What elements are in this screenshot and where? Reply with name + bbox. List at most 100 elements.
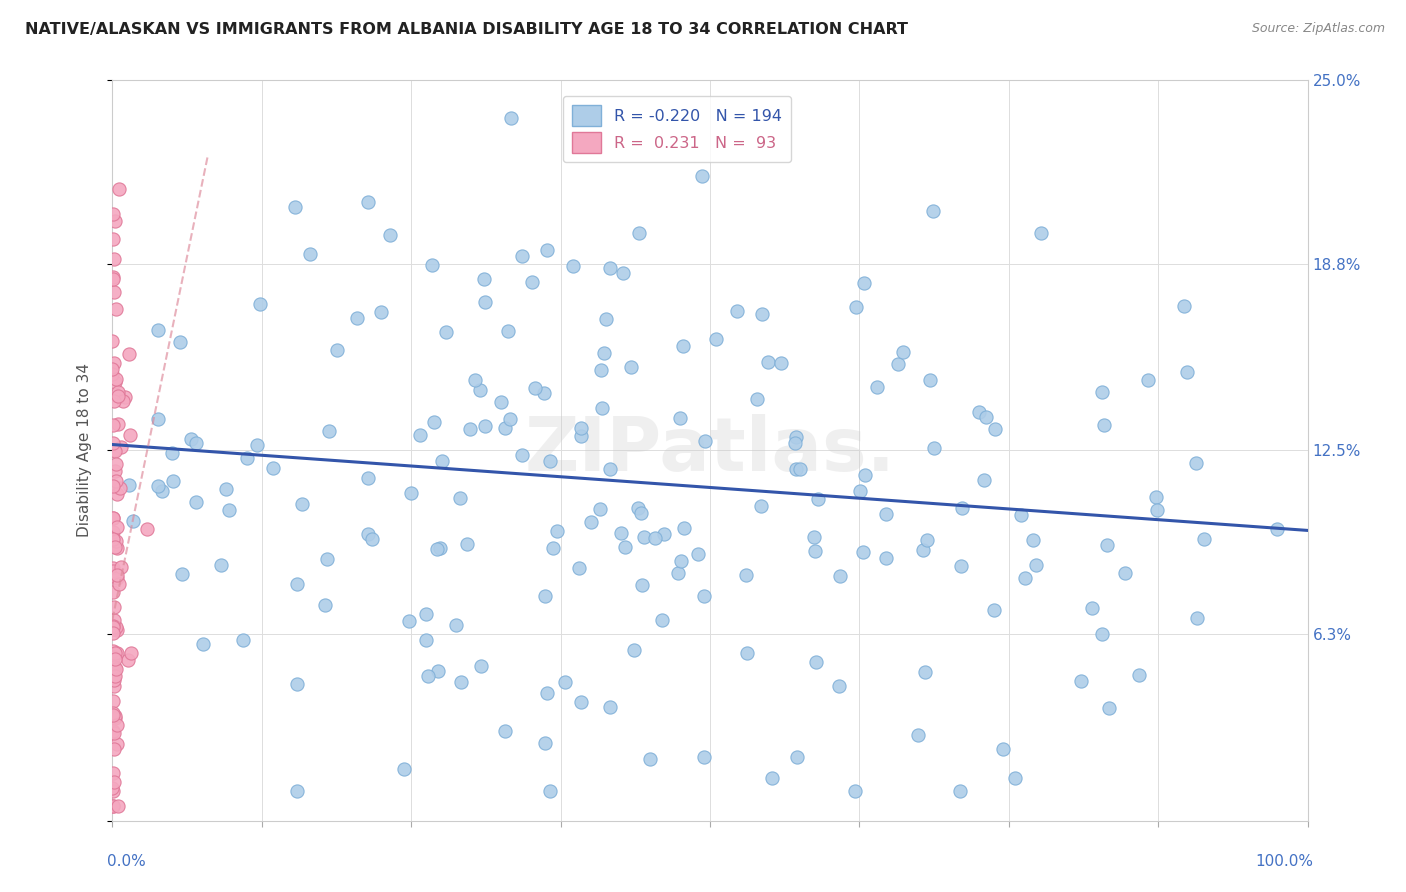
Point <box>316 552 339 566</box>
Point <box>638 752 661 766</box>
Point <box>976 409 998 424</box>
Point <box>105 487 128 501</box>
Point <box>993 742 1015 756</box>
Point <box>104 474 127 488</box>
Point <box>101 436 124 450</box>
Point <box>285 677 308 691</box>
Point <box>450 674 472 689</box>
Text: NATIVE/ALASKAN VS IMMIGRANTS FROM ALBANIA DISABILITY AGE 18 TO 34 CORRELATION CH: NATIVE/ALASKAN VS IMMIGRANTS FROM ALBANI… <box>25 22 908 37</box>
Point <box>409 427 432 442</box>
Point <box>103 394 125 409</box>
Point <box>562 259 585 273</box>
Point <box>101 270 124 285</box>
Point <box>967 405 990 419</box>
Point <box>470 658 492 673</box>
Point <box>693 434 716 448</box>
Point <box>107 384 129 399</box>
Point <box>318 424 340 438</box>
Point <box>105 662 128 676</box>
Point <box>747 392 769 407</box>
Point <box>120 428 142 442</box>
Point <box>101 417 124 432</box>
Point <box>103 708 125 723</box>
Point <box>887 358 910 372</box>
Point <box>314 599 336 613</box>
Point <box>652 527 675 541</box>
Point <box>510 249 533 263</box>
Point <box>105 571 128 585</box>
Point <box>984 422 1007 436</box>
Point <box>146 479 169 493</box>
Point <box>103 660 125 674</box>
Point <box>1029 226 1052 240</box>
Point <box>427 665 450 679</box>
Point <box>468 384 491 398</box>
Point <box>1098 701 1121 715</box>
Point <box>1022 533 1045 547</box>
Point <box>104 620 127 634</box>
Point <box>104 457 127 471</box>
Point <box>1025 558 1047 573</box>
Point <box>357 195 380 210</box>
Point <box>612 266 634 280</box>
Point <box>103 252 125 267</box>
Point <box>610 526 633 541</box>
Point <box>103 356 125 370</box>
Point <box>101 625 124 640</box>
Point <box>1184 457 1206 471</box>
Point <box>569 695 592 709</box>
Point <box>599 699 621 714</box>
Point <box>725 304 748 318</box>
Point <box>110 441 132 455</box>
Point <box>423 415 446 429</box>
Point <box>1185 611 1208 625</box>
Point <box>1192 532 1215 546</box>
Point <box>101 694 124 708</box>
Point <box>845 300 868 314</box>
Point <box>631 578 654 592</box>
Point <box>536 686 558 700</box>
Point <box>118 478 141 492</box>
Point <box>399 486 422 500</box>
Point <box>581 515 603 529</box>
Point <box>599 261 621 276</box>
Text: 100.0%: 100.0% <box>1256 854 1313 869</box>
Point <box>101 564 124 578</box>
Point <box>104 214 127 228</box>
Point <box>285 577 308 591</box>
Point <box>150 483 173 498</box>
Point <box>554 675 576 690</box>
Point <box>101 272 124 286</box>
Point <box>533 386 555 401</box>
Point <box>921 203 943 218</box>
Point <box>1114 566 1136 580</box>
Point <box>232 632 254 647</box>
Point <box>420 258 443 272</box>
Point <box>262 461 284 475</box>
Point <box>520 275 543 289</box>
Point <box>104 464 127 478</box>
Point <box>693 750 716 764</box>
Point <box>1177 365 1199 379</box>
Point <box>101 532 124 546</box>
Point <box>103 673 125 687</box>
Point <box>589 501 612 516</box>
Point <box>907 728 929 742</box>
Point <box>472 271 495 285</box>
Point <box>1092 417 1115 432</box>
Point <box>104 646 127 660</box>
Point <box>568 561 591 575</box>
Point <box>117 653 139 667</box>
Point <box>186 436 208 450</box>
Point <box>844 784 866 798</box>
Point <box>456 537 478 551</box>
Point <box>536 243 558 257</box>
Point <box>357 526 380 541</box>
Point <box>644 531 666 545</box>
Point <box>299 247 322 261</box>
Point <box>101 643 124 657</box>
Point <box>756 355 779 369</box>
Point <box>1265 522 1288 536</box>
Point <box>666 566 689 581</box>
Point <box>599 462 621 476</box>
